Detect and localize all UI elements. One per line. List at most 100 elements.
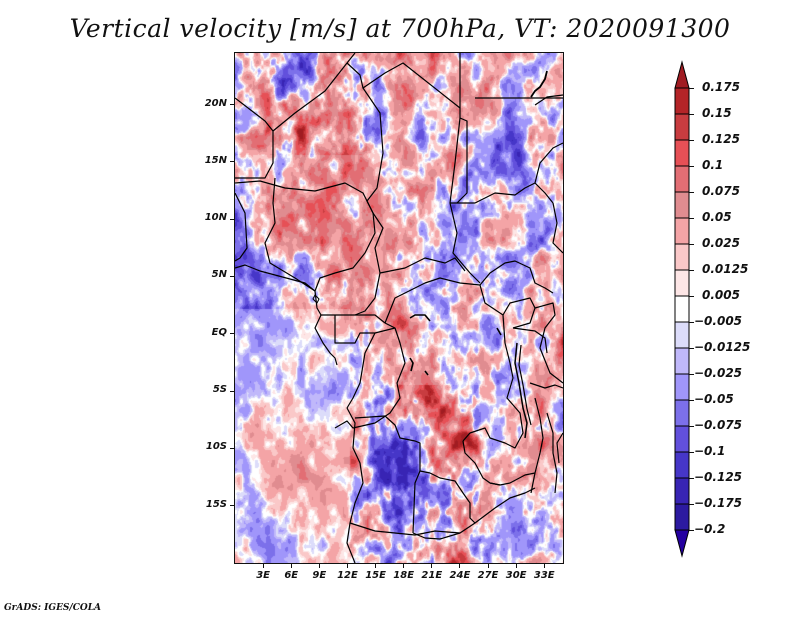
colorbar-tick (689, 114, 694, 115)
lon-tick-label: 18E (393, 570, 415, 581)
lon-tick (543, 563, 545, 568)
lon-tick-label: 27E (477, 570, 499, 581)
colorbar-swatch (674, 425, 690, 453)
border-line (235, 180, 376, 292)
lat-tick-label: EQ (211, 326, 227, 338)
colorbar-tick (689, 478, 694, 479)
border-line (349, 522, 461, 536)
colorbar-swatch (674, 243, 690, 271)
colorbar-tick (689, 192, 694, 193)
colorbar-swatch (674, 373, 690, 401)
lat-tick (230, 275, 235, 277)
colorbar-tick (689, 504, 694, 505)
lat-tick-label: 10S (205, 441, 227, 453)
lon-tick-label: 9E (312, 570, 327, 581)
border-line (534, 94, 563, 106)
border-line (314, 290, 386, 324)
border-line (512, 327, 548, 354)
colorbar-tick (689, 530, 694, 531)
lat-tick (230, 505, 235, 507)
colorbar-tick (689, 322, 694, 323)
border-line (346, 407, 364, 563)
border-line (556, 432, 563, 464)
lat-tick-label: 15N (204, 154, 227, 166)
map-panel (235, 53, 563, 563)
colorbar-tick (689, 452, 694, 453)
lat-tick (230, 447, 235, 449)
border-line (272, 53, 356, 132)
colorbar-swatch (674, 269, 690, 297)
border-line (479, 260, 554, 294)
lat-tick (230, 161, 235, 163)
lon-tick (431, 563, 433, 568)
colorbar-swatch (674, 477, 690, 505)
lon-tick (346, 563, 348, 568)
lon-tick-label: 12E (337, 570, 358, 581)
border-line (412, 470, 421, 534)
colorbar-swatch (674, 87, 690, 115)
colorbar-tick (689, 296, 694, 297)
colorbar-label: 0.075 (702, 184, 740, 198)
lat-tick (230, 218, 235, 220)
border-line (456, 108, 468, 204)
colorbar-swatch (674, 165, 690, 193)
border-line (514, 342, 528, 439)
colorbar-label: 0.125 (702, 132, 740, 146)
colorbar-label: 0.025 (702, 236, 740, 250)
border-line (529, 382, 563, 389)
border-line (379, 257, 466, 274)
colorbar-bottom-arrow (674, 529, 690, 558)
lon-tick (403, 563, 405, 568)
colorbar-tick (689, 244, 694, 245)
lon-tick (318, 563, 320, 568)
grads-credit: GrADS: IGES/COLA (4, 603, 102, 613)
lon-tick-label: 6E (284, 570, 299, 581)
border-line (346, 53, 461, 109)
lat-tick-label: 5S (212, 384, 227, 396)
lat-tick-label: 15S (205, 498, 227, 510)
lat-tick (230, 390, 235, 392)
colorbar-tick (689, 374, 694, 375)
lon-tick (375, 563, 377, 568)
lat-tick (230, 333, 235, 335)
colorbar (674, 60, 690, 558)
colorbar-swatch (674, 295, 690, 323)
border-line (312, 294, 320, 304)
lon-tick-label: 15E (365, 570, 386, 581)
colorbar-label: 0.05 (702, 210, 732, 224)
border-line (346, 332, 376, 409)
colorbar-swatch (674, 217, 690, 245)
colorbar-tick (689, 88, 694, 89)
lat-tick-label: 5N (211, 269, 227, 281)
colorbar-tick (689, 140, 694, 141)
colorbar-swatch (674, 139, 690, 167)
colorbar-tick (689, 400, 694, 401)
border-line (534, 142, 563, 184)
colorbar-tick (689, 166, 694, 167)
border-line (384, 277, 481, 324)
colorbar-label: 0.175 (702, 80, 740, 94)
colorbar-swatch (674, 191, 690, 219)
border-line (546, 412, 558, 494)
border-line (424, 370, 429, 376)
lat-tick-label: 20N (204, 97, 227, 109)
colorbar-swatch (674, 451, 690, 479)
border-line (496, 327, 502, 336)
border-line (502, 297, 536, 329)
lon-tick (459, 563, 461, 568)
lon-tick (290, 563, 292, 568)
border-line (412, 487, 536, 540)
border-line (409, 314, 431, 322)
border-line (518, 344, 532, 426)
colorbar-label: 0.1 (702, 158, 724, 172)
colorbar-label: 0.005 (702, 288, 740, 302)
border-line (354, 415, 431, 474)
plot-title: Vertical velocity [m/s] at 700hPa, VT: 2… (69, 14, 731, 43)
colorbar-label: −0.075 (694, 418, 743, 432)
colorbar-swatch (674, 321, 690, 349)
colorbar-tick (689, 218, 694, 219)
border-line (530, 70, 548, 98)
colorbar-label: 0.15 (702, 106, 732, 120)
border-line (235, 264, 316, 292)
colorbar-label: 0.0125 (702, 262, 749, 276)
